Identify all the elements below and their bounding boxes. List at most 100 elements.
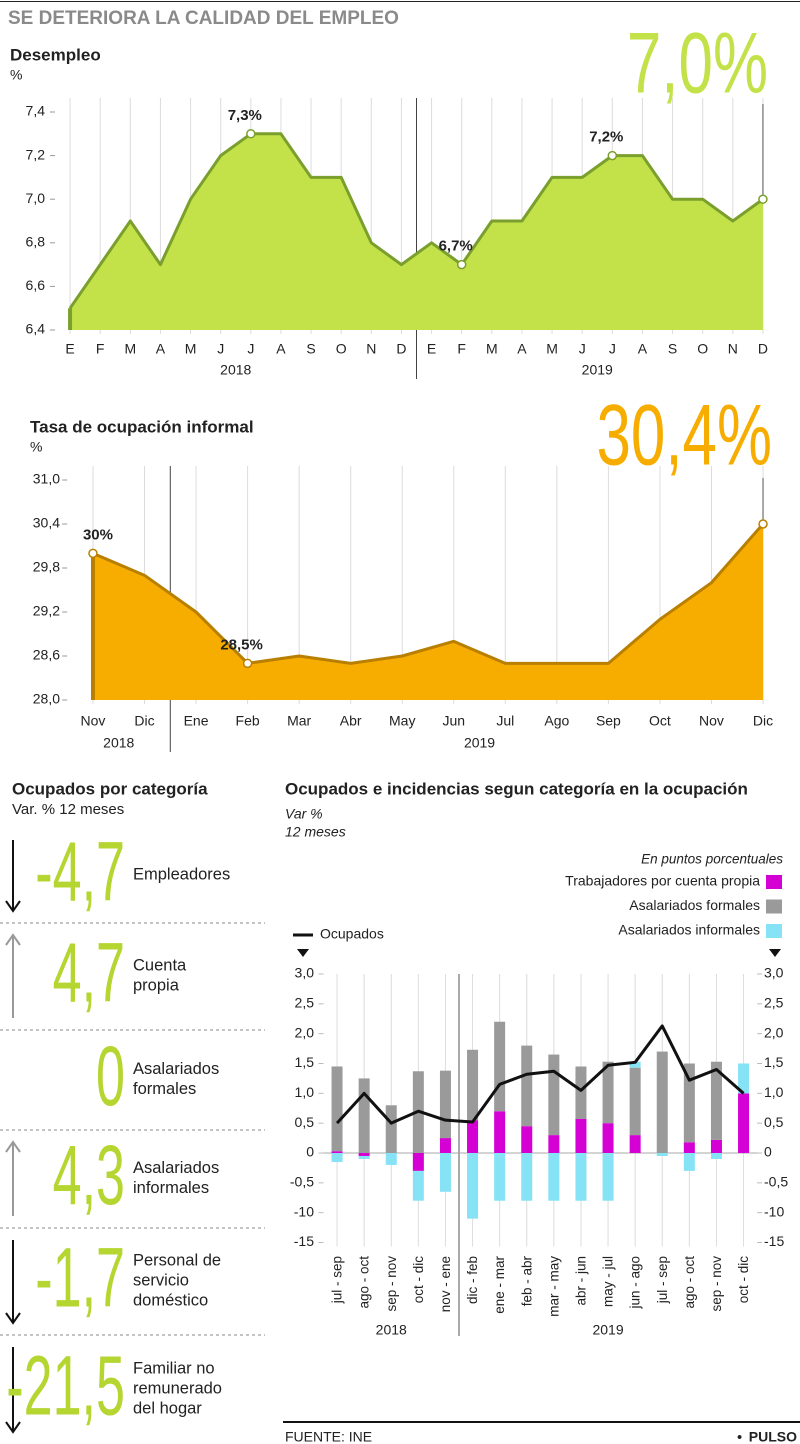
x-tick-label: Dic <box>134 713 154 729</box>
point <box>246 129 256 139</box>
x-tick-label: J <box>217 341 224 357</box>
area-line <box>68 132 764 310</box>
bar-segment <box>629 1061 641 1068</box>
x-tick-label: M <box>486 341 498 357</box>
kpi-value: -1,7 <box>35 1231 125 1325</box>
legend-swatch <box>766 924 782 938</box>
y-tick-label: 1,5 <box>295 1054 315 1070</box>
bar-segment <box>412 1153 424 1171</box>
chart-title: Ocupados por categoría <box>12 779 208 798</box>
bar-segment <box>575 1066 587 1119</box>
bar-segment <box>494 1021 506 1112</box>
bar-segment <box>548 1135 560 1153</box>
trend-arrow-head <box>5 1312 21 1325</box>
bar-segment <box>710 1061 722 1140</box>
x-tick-label: D <box>396 341 406 357</box>
x-tick-label: S <box>306 341 315 357</box>
x-tick-label: E <box>427 341 436 357</box>
x-tick-label: F <box>457 341 466 357</box>
x-tick-label: M <box>124 341 136 357</box>
headline: 7,0% <box>627 15 768 111</box>
x-tick-label: jul - sep <box>655 1256 670 1304</box>
x-group-label: 2019 <box>592 1322 623 1338</box>
x-tick-label: O <box>697 341 708 357</box>
y-tick-label: 0,5 <box>295 1114 315 1130</box>
bar-segment <box>548 1153 560 1201</box>
bar-segment <box>358 1153 370 1156</box>
bar-segment <box>521 1045 533 1127</box>
bar-segment <box>494 1111 506 1153</box>
x-tick-label: Nov <box>81 713 106 729</box>
x-tick-label: A <box>156 341 166 357</box>
y-tick-label: 7,4 <box>26 103 46 119</box>
x-tick-label: mar - may <box>546 1256 561 1317</box>
bar-segment <box>358 1078 370 1153</box>
x-tick-label: J <box>579 341 586 357</box>
y-tick-label: -10 <box>294 1203 314 1219</box>
chart-title: Ocupados e incidencias segun categoría e… <box>285 779 748 798</box>
y-tick-label-right: -0,5 <box>764 1174 788 1190</box>
kpi-label: Empleadores <box>133 866 230 884</box>
y-tick-label-right: 1,5 <box>764 1054 784 1070</box>
line <box>335 1024 745 1125</box>
x-group-label: 2018 <box>103 735 134 751</box>
bar-segment <box>358 1155 370 1159</box>
y-tick-label: 31,0 <box>33 471 60 487</box>
x-tick-label: Ago <box>544 713 569 729</box>
y-tick-label: 2,5 <box>295 995 315 1011</box>
x-tick-label: Oct <box>649 713 671 729</box>
brand-bullet: • <box>737 1429 742 1444</box>
kpi-label: Personal de servicio doméstico <box>133 1252 226 1310</box>
x-tick-label: Jun <box>442 713 465 729</box>
kpi-value: 0 <box>96 1029 125 1123</box>
y-tick-label-right: 0 <box>764 1144 772 1160</box>
bar-segment <box>575 1118 587 1153</box>
x-tick-label: O <box>336 341 347 357</box>
area <box>92 524 764 700</box>
y-tick-label: 2,0 <box>295 1024 315 1040</box>
bar-segment <box>412 1170 424 1201</box>
x-tick-label: ago - oct <box>682 1256 697 1309</box>
chart-subtitle: Var % <box>285 806 323 822</box>
kpi-value: -4,7 <box>35 825 125 919</box>
x-tick-label: sep - nov <box>709 1256 724 1312</box>
y-tick-label: 30,4 <box>33 515 60 531</box>
area-line <box>92 523 765 665</box>
x-group-label: 2019 <box>582 362 613 378</box>
y-tick-label-right: 3,0 <box>764 965 784 981</box>
y-tick-label: 1,0 <box>295 1084 315 1100</box>
point <box>758 194 768 204</box>
x-tick-label: sep - nov <box>384 1256 399 1312</box>
y-tick-label: -0,5 <box>290 1174 314 1190</box>
brand: PULSO <box>749 1429 797 1444</box>
page-title: SE DETERIORA LA CALIDAD DEL EMPLEO <box>8 8 399 29</box>
y-tick-label: 6,8 <box>26 234 46 250</box>
value-label: 7,2% <box>589 129 623 146</box>
bar-segment <box>683 1153 695 1171</box>
x-tick-label: Mar <box>287 713 311 729</box>
area <box>70 133 763 330</box>
value-label: 30% <box>83 526 113 543</box>
kpi-label: Asalariados formales <box>133 1060 224 1098</box>
bar-segment <box>602 1153 614 1201</box>
legend-label: Asalariados formales <box>629 897 760 913</box>
x-tick-label: J <box>247 341 254 357</box>
value-label: 6,7% <box>439 238 473 255</box>
y-tick-label-right: 1,0 <box>764 1084 784 1100</box>
trend-arrow-head <box>5 1140 21 1153</box>
bar-segment <box>331 1151 343 1153</box>
bar-segment <box>575 1153 587 1201</box>
x-tick-label: feb - abr <box>519 1256 534 1307</box>
x-tick-label: J <box>609 341 616 357</box>
bar-segment <box>331 1066 343 1152</box>
bar-segment <box>331 1153 343 1162</box>
chart-subtitle: 12 meses <box>285 824 346 840</box>
point <box>88 548 98 559</box>
legend-label: Ocupados <box>320 926 384 942</box>
x-tick-label: N <box>728 341 738 357</box>
kpi-value: -21,5 <box>6 1339 125 1433</box>
x-tick-label: jul - sep <box>330 1256 345 1304</box>
point <box>242 658 253 669</box>
axis-marker <box>297 949 309 957</box>
